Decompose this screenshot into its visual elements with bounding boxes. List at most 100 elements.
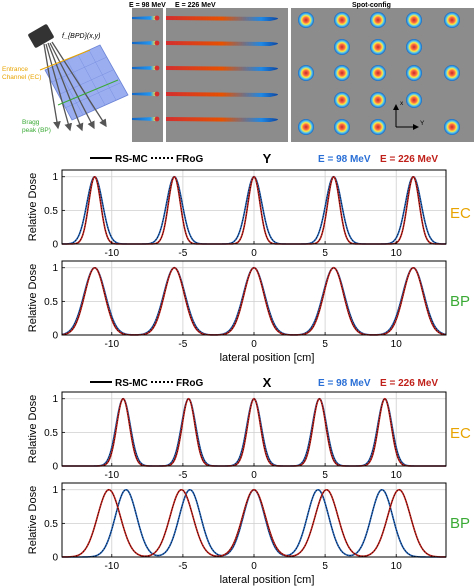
spot-marker [334,92,350,108]
x-tick-label: 10 [391,339,403,350]
beam-schematic: f_{BPD}(x,y) Entrance Channel (EC) Bragg… [2,24,129,134]
x-tick-label: 5 [322,248,328,259]
y-tick-label: 0 [52,462,58,473]
spot-axis-x-label: x [400,100,404,107]
y-tick-label: 1 [52,263,58,274]
bragg-peak-98mev [154,116,160,122]
y-tick-label: 0.5 [44,428,58,439]
spot-marker [444,65,460,81]
beam-226mev [166,92,278,97]
y-tick-label: 1 [52,394,58,405]
dose-formula: f_{BPD}(x,y) [62,33,101,40]
row-label-ec-1: EC [450,205,471,222]
x-tick-label: -5 [178,470,187,481]
frog-dotted-226mev [61,489,447,558]
spot-config-image: Spot-config x Y [291,2,474,142]
bragg-peak-98mev [154,40,160,46]
y-tick-label: 1 [52,485,58,496]
beam-226mev [166,16,278,21]
x-tick-label: -5 [178,248,187,259]
spot-marker [370,92,386,108]
legend-rsmc: RS-MC [115,154,148,165]
spot-marker [334,12,350,28]
spot-marker [444,12,460,28]
y-tick-label: 0.5 [44,206,58,217]
dose-profile-panel-x-bp: -10 -5 0 5 10 0 0.5 1 Relative Dose [27,482,447,572]
spot-marker [370,12,386,28]
bragg-peak-98mev [154,65,160,71]
spot-marker [334,39,350,55]
spot-marker [406,12,422,28]
x-tick-label: 10 [391,248,403,259]
x-tick-label: 10 [391,561,403,572]
y-axis-label: Relative Dose [27,395,39,463]
row-label-bp-2: BP [450,515,470,532]
spot-marker [370,119,386,135]
ec-schematic-label-1: Entrance [2,66,28,73]
spot-config-header: Spot-config [352,2,391,9]
bragg-peak-98mev [154,15,160,21]
spot-marker [298,12,314,28]
beam-98mev [132,66,159,70]
bp-schematic-label-2: peak (BP) [22,127,51,134]
dose-profile-panel-y-bp: -10 -5 0 5 10 0 0.5 1 Relative Dose [27,260,447,350]
spot-marker [370,39,386,55]
beam-226mev [166,41,278,46]
bragg-peak-98mev [154,91,160,97]
x-tick-label: -10 [105,561,120,572]
y-tick-label: 0 [52,331,58,342]
y-tick-label: 0 [52,553,58,564]
legend-energy-high: E = 226 MeV [380,154,438,165]
y-tick-label: 0 [52,240,58,251]
group-title-y: Y [263,151,272,166]
legend-frog-2: FRoG [176,378,203,389]
beam-98mev [132,16,159,20]
beam-226mev [166,66,278,71]
spot-marker [406,65,422,81]
beam-98mev [132,41,159,45]
y-axis-label: Relative Dose [27,486,39,554]
energy-low-header: E = 98 MeV [129,2,166,9]
xlabel-group-y: lateral position [cm] [220,352,315,364]
x-tick-label: 5 [322,470,328,481]
spot-marker [334,65,350,81]
x-tick-label: 5 [322,339,328,350]
x-tick-label: 0 [251,248,257,259]
spot-axis-y-label: Y [420,120,425,127]
row-label-ec-2: EC [450,425,471,442]
spot-marker [298,119,314,135]
x-tick-label: 0 [251,470,257,481]
legend-energy-low: E = 98 MeV [318,154,371,165]
frog-dotted-226mev [62,398,446,467]
row-label-bp-1: BP [450,293,470,310]
x-tick-label: -10 [105,248,120,259]
legend-energy-low-2: E = 98 MeV [318,378,371,389]
dose-image-226mev: E = 226 MeV [166,2,288,142]
dose-profile-panel-x-ec: -10 -5 0 5 10 0 0.5 1 Relative Dose [27,391,447,481]
legend-group-y: RS-MC FRoG Y E = 98 MeV E = 226 MeV [90,151,438,166]
spot-marker [406,39,422,55]
spot-marker [298,65,314,81]
spot-marker [370,65,386,81]
x-tick-label: -5 [178,561,187,572]
xlabel-group-x: lateral position [cm] [220,574,315,586]
legend-frog: FRoG [176,154,203,165]
x-tick-label: 10 [391,470,403,481]
x-tick-label: -5 [178,339,187,350]
beam-98mev [132,92,159,96]
x-tick-label: -10 [105,339,120,350]
energy-high-header: E = 226 MeV [175,2,216,9]
bp-schematic-label-1: Bragg [22,119,40,126]
legend-energy-high-2: E = 226 MeV [380,378,438,389]
legend-group-x: RS-MC FRoG X E = 98 MeV E = 226 MeV [90,375,438,390]
y-axis-label: Relative Dose [27,264,39,332]
y-axis-label: Relative Dose [27,173,39,241]
beam-98mev [132,117,159,121]
x-tick-label: 5 [322,561,328,572]
x-tick-label: 0 [251,339,257,350]
dose-profile-panel-y-ec: -10 -5 0 5 10 0 0.5 1 Relative Dose [27,169,447,259]
group-title-x: X [263,375,272,390]
beam-226mev [166,117,278,122]
y-tick-label: 0.5 [44,519,58,530]
